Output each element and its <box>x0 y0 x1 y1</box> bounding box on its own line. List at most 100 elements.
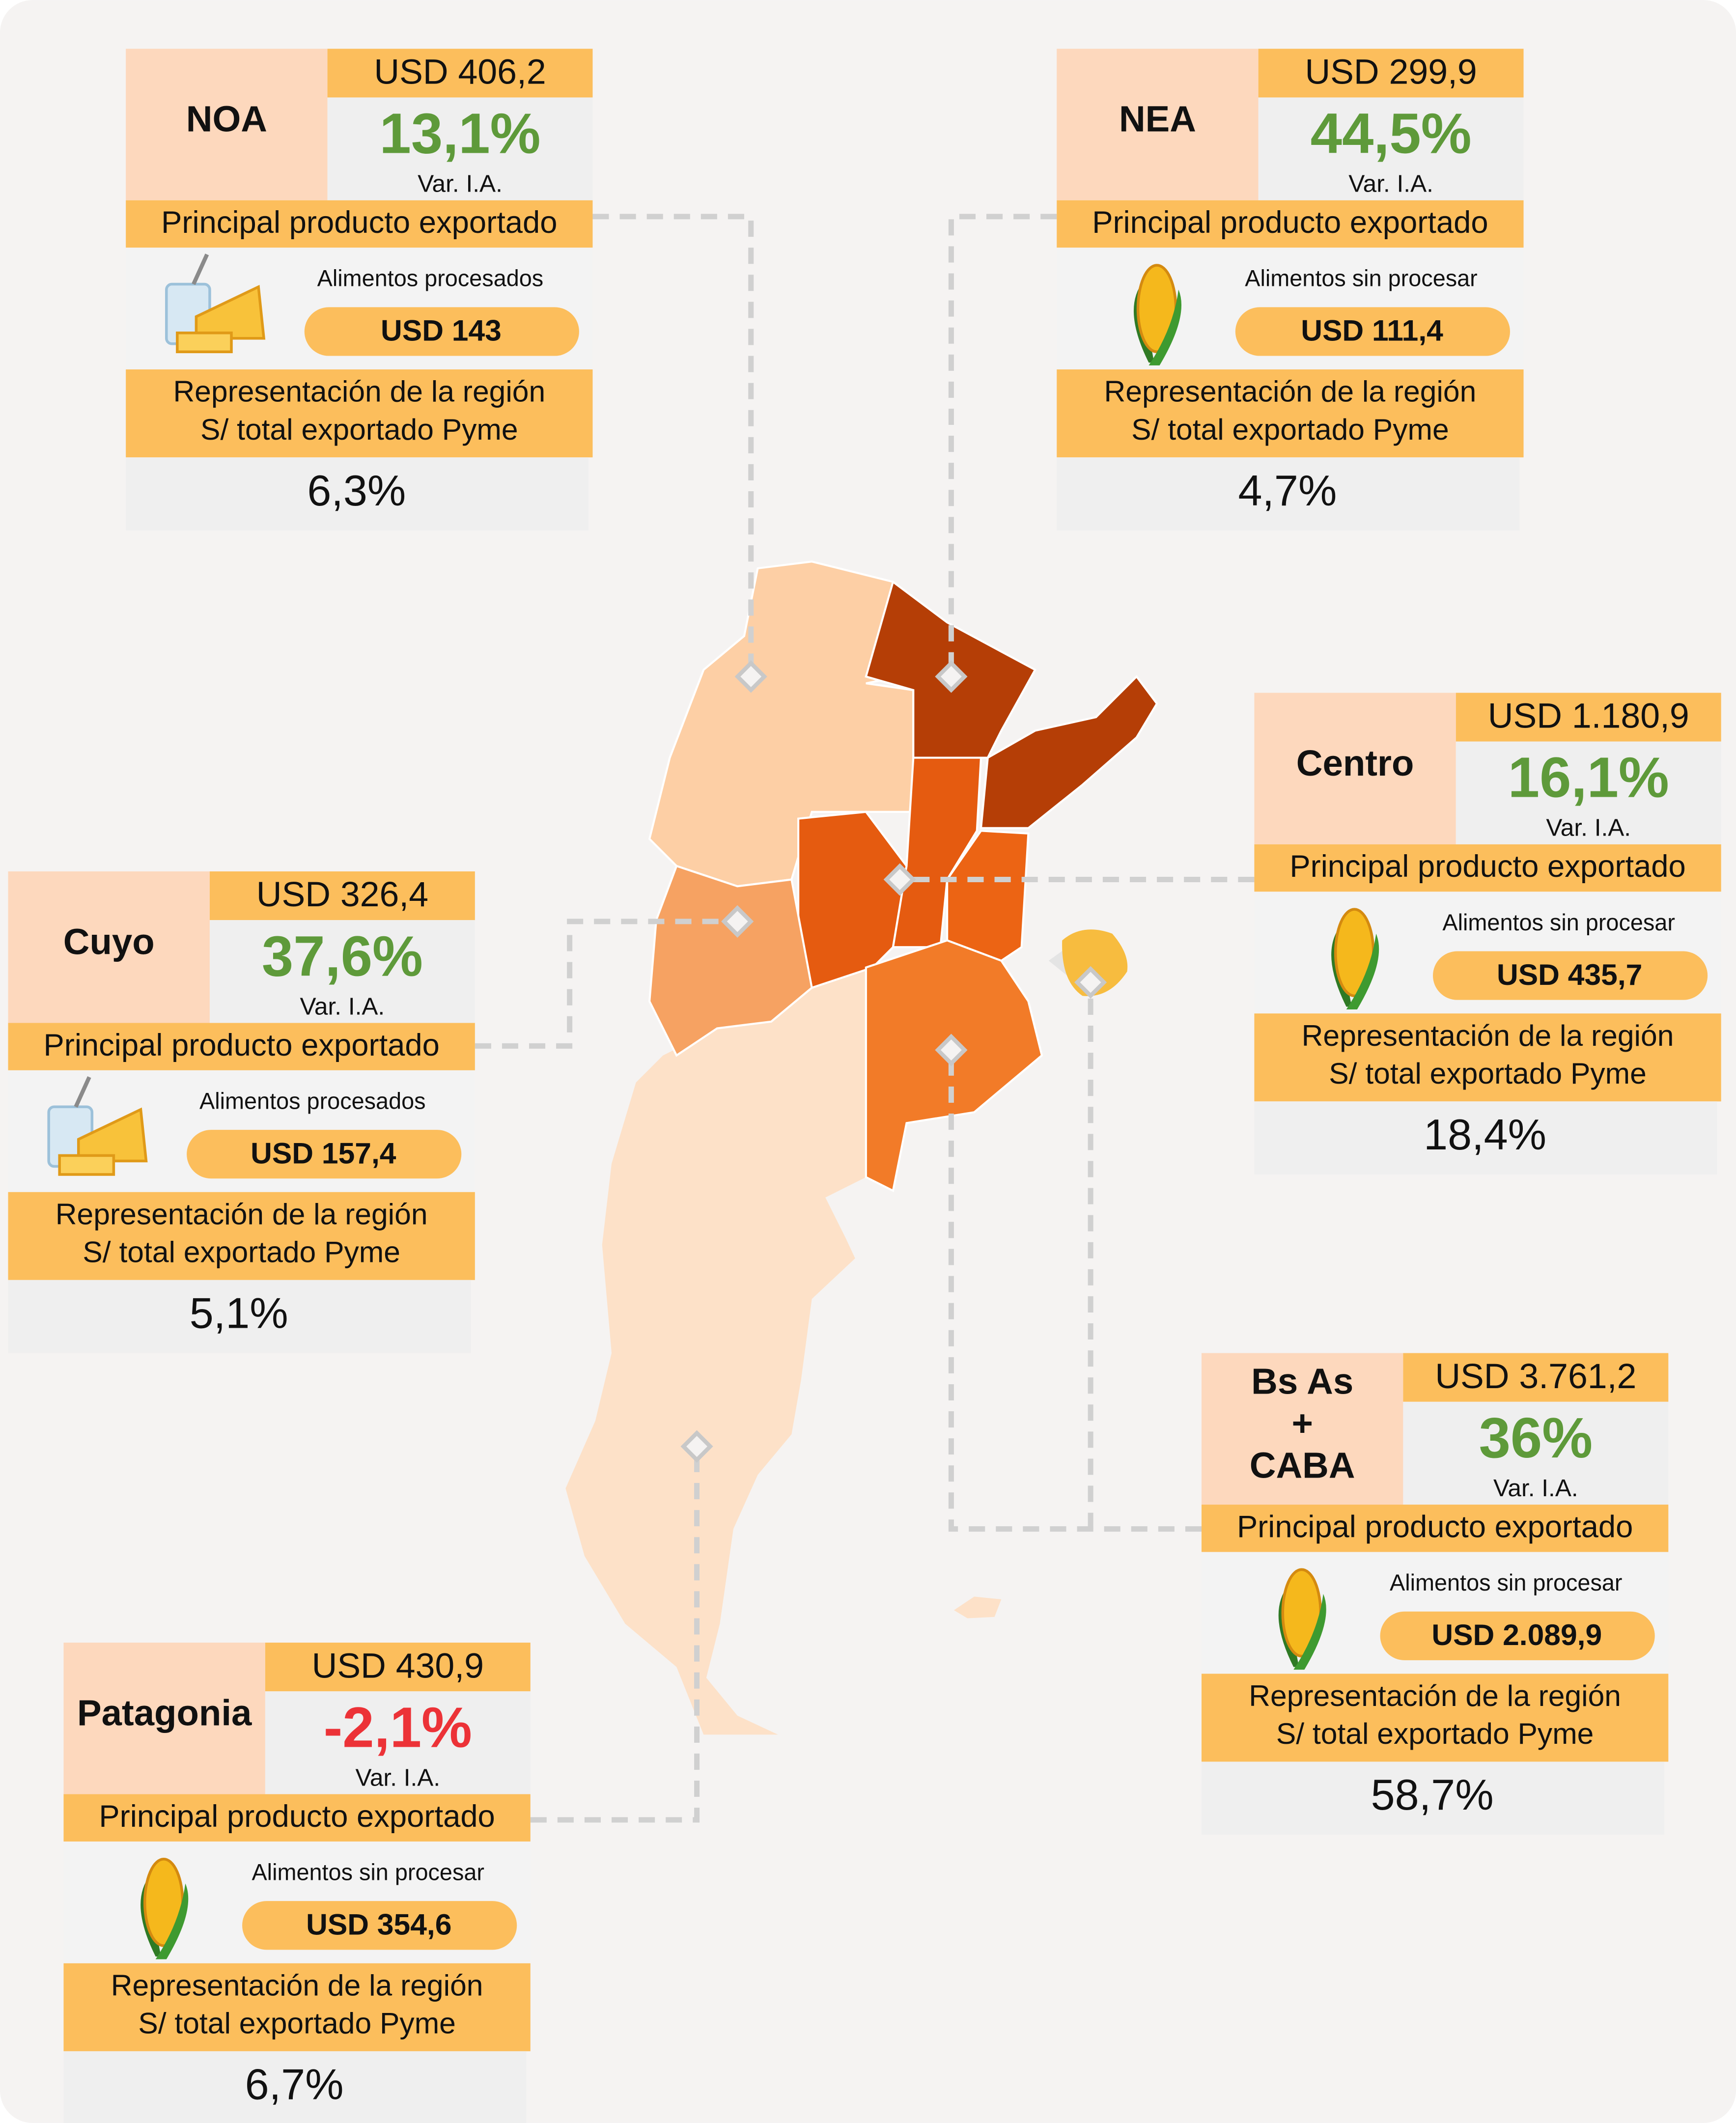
corn-leaf <box>155 1883 189 1959</box>
representation-bar <box>63 1963 531 2051</box>
representation-label: S/ total exportado Pyme <box>1276 1717 1594 1750</box>
share: 18,4% <box>1424 1110 1546 1159</box>
markers <box>680 660 1107 1463</box>
product-pill <box>187 1130 462 1179</box>
principal-label: Principal producto exportado <box>1289 849 1685 884</box>
variation: -2,1% <box>324 1695 472 1759</box>
connector <box>948 214 1057 677</box>
cheese <box>176 331 233 354</box>
representation-label: Representación de la región <box>173 375 545 408</box>
region-name: CABA <box>1250 1445 1355 1485</box>
var-box <box>1258 97 1524 200</box>
share-box <box>1254 1101 1717 1174</box>
corn-leaf <box>1346 933 1379 1009</box>
product-pill <box>1432 951 1708 1000</box>
name-box <box>1201 1353 1403 1505</box>
nea <box>980 675 1158 829</box>
marker <box>680 1430 713 1463</box>
representation-bar <box>1254 1013 1721 1102</box>
total: USD 3.761,2 <box>1435 1357 1636 1396</box>
connector <box>948 1050 1202 1532</box>
representation-label: S/ total exportado Pyme <box>200 413 518 446</box>
product-pill <box>242 1901 517 1950</box>
principal-label: Principal producto exportado <box>99 1799 495 1834</box>
product-pill <box>1380 1611 1655 1660</box>
connector <box>475 919 738 1049</box>
product: Alimentos procesados <box>199 1088 426 1114</box>
region-name: Bs As <box>1251 1361 1353 1402</box>
region-name: NOA <box>186 99 267 140</box>
region-name: Patagonia <box>77 1692 252 1733</box>
marker <box>1074 966 1107 999</box>
representation-bar <box>1201 1674 1669 1762</box>
var-label: Var. I.A. <box>418 170 503 197</box>
var-label: Var. I.A. <box>300 992 385 1020</box>
total-box <box>1258 49 1524 98</box>
representation-label: Representación de la región <box>56 1197 428 1230</box>
name-box <box>8 871 210 1023</box>
principal-bar <box>126 200 593 248</box>
variation: 37,6% <box>262 924 423 988</box>
representation-label: Representación de la región <box>1104 375 1477 408</box>
spoon <box>74 1076 91 1108</box>
representation-bar <box>1057 369 1524 458</box>
total-box <box>327 49 593 98</box>
total-box <box>1456 693 1721 742</box>
var-box <box>265 1691 531 1794</box>
variation: 13,1% <box>380 102 541 166</box>
total: USD 1.180,9 <box>1488 697 1689 736</box>
principal-bar <box>1254 844 1721 892</box>
product-value: USD 2.089,9 <box>1431 1618 1602 1651</box>
share: 6,7% <box>245 2060 344 2109</box>
total: USD 406,2 <box>374 53 546 92</box>
share-box <box>126 457 589 531</box>
cheese <box>77 1107 148 1163</box>
principal-bar <box>1057 200 1524 248</box>
region-card: Bs As+CABA USD 3.761,2 36% Var. I.A. Princip… <box>1201 1353 1669 1835</box>
share-box <box>8 1280 471 1353</box>
region-card: NOA USD 406,2 13,1% Var. I.A. Principal prod… <box>126 49 593 531</box>
share-box <box>1201 1761 1665 1835</box>
var-box <box>209 920 475 1023</box>
var-label: Var. I.A. <box>1493 1474 1578 1502</box>
total-box <box>209 871 475 921</box>
var-box <box>327 97 593 200</box>
region-name: NEA <box>1119 99 1196 140</box>
region-card: NEA USD 299,9 44,5% Var. I.A. Principal prod… <box>1057 49 1524 531</box>
product-value: USD 157,4 <box>251 1136 396 1170</box>
principal-label: Principal producto exportado <box>1092 205 1488 240</box>
name-box <box>1254 693 1456 844</box>
cheese <box>195 284 266 340</box>
cuyo <box>648 865 813 1057</box>
representation-label: S/ total exportado Pyme <box>83 1235 400 1269</box>
representation-bar <box>126 369 593 458</box>
connector <box>530 1446 700 1823</box>
spoon <box>192 253 209 285</box>
connectors <box>475 214 1255 1823</box>
region-card: Patagonia USD 430,9 -2,1% Var. I.A. Principa… <box>63 1643 531 2123</box>
share-box <box>63 2051 527 2123</box>
share-box <box>1057 457 1520 531</box>
variation: 44,5% <box>1311 102 1472 166</box>
region-card: Centro USD 1.180,9 16,1% Var. I.A. Principal… <box>1254 693 1721 1174</box>
cards: NOA USD 406,2 13,1% Var. I.A. Principal prod… <box>8 49 1721 2123</box>
region-name: + <box>1291 1403 1313 1444</box>
representation-label: Representación de la región <box>111 1968 483 2002</box>
malvinas <box>953 1596 1002 1619</box>
total: USD 430,9 <box>312 1646 484 1685</box>
product-pill <box>1235 307 1511 356</box>
product: Alimentos sin procesar <box>1390 1570 1623 1595</box>
product-value: USD 111,4 <box>1301 314 1443 347</box>
name-box <box>1057 49 1259 200</box>
share: 4,7% <box>1238 466 1337 515</box>
marker <box>935 1034 968 1066</box>
var-box <box>1403 1401 1669 1505</box>
var-label: Var. I.A. <box>355 1763 440 1791</box>
variation: 16,1% <box>1508 746 1669 810</box>
var-label: Var. I.A. <box>1348 170 1433 197</box>
representation-label: Representación de la región <box>1302 1019 1674 1052</box>
corn-leaf <box>1148 289 1182 365</box>
region-name: Centro <box>1296 743 1414 783</box>
representation-label: S/ total exportado Pyme <box>1131 413 1449 446</box>
